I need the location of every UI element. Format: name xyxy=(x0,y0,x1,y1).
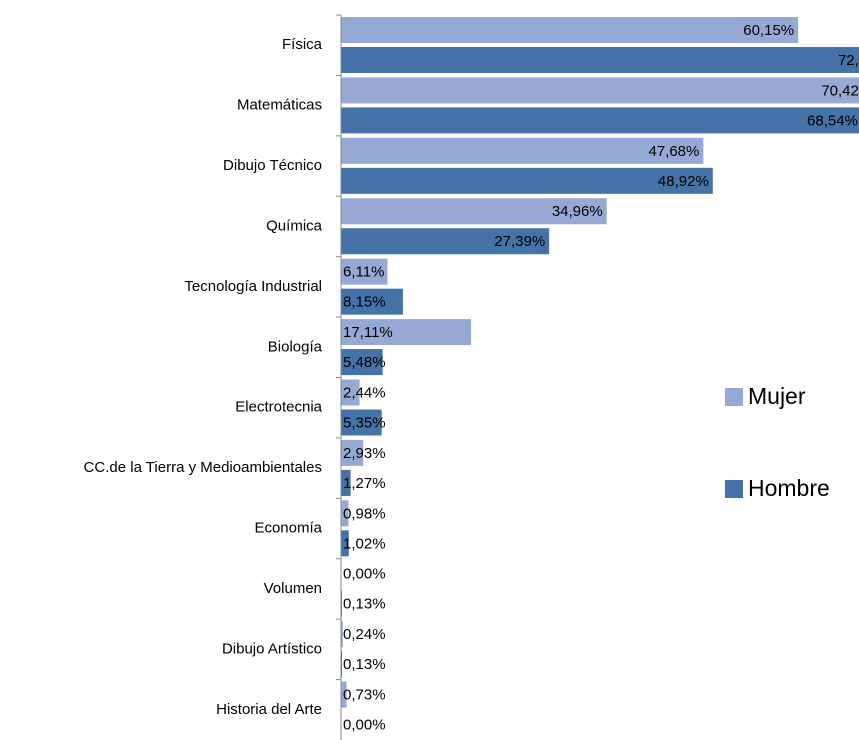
bar xyxy=(341,228,550,255)
value-label: 27,39% xyxy=(494,233,545,250)
category-label: Volumen xyxy=(264,580,322,597)
value-label: 0,13% xyxy=(343,596,386,613)
bar xyxy=(341,681,347,708)
bar xyxy=(341,500,349,527)
bar xyxy=(341,47,859,73)
value-label: 0,13% xyxy=(343,656,386,673)
value-label: 5,48% xyxy=(343,354,386,371)
bar xyxy=(341,439,364,466)
bar xyxy=(341,409,382,436)
value-label: 2,93% xyxy=(343,445,386,462)
value-label: 8,15% xyxy=(343,294,386,311)
value-label: 0,00% xyxy=(343,566,386,583)
legend-label: Hombre xyxy=(748,475,830,501)
bar xyxy=(341,288,403,315)
value-label: 0,00% xyxy=(343,717,386,734)
category-label: Economía xyxy=(254,520,322,537)
value-label: 34,96% xyxy=(552,203,603,220)
bar xyxy=(341,107,859,134)
category-label: Dibujo Técnico xyxy=(223,157,322,174)
bar xyxy=(341,379,360,406)
bar xyxy=(341,349,383,376)
legend-swatch xyxy=(725,388,743,406)
value-label: 0,24% xyxy=(343,626,386,643)
bar xyxy=(341,17,799,43)
category-label: Historia del Arte xyxy=(216,701,322,718)
bar xyxy=(341,530,349,557)
bar xyxy=(341,137,704,164)
bar xyxy=(341,258,388,285)
bar xyxy=(341,319,472,346)
value-label: 47,68% xyxy=(648,143,699,160)
bar xyxy=(341,77,859,104)
value-label: 17,11% xyxy=(343,324,393,341)
category-label: Física xyxy=(282,36,323,53)
category-label: Electrotecnia xyxy=(235,399,322,416)
category-label: Química xyxy=(266,217,323,234)
value-label: 68,54% xyxy=(807,112,858,129)
value-label: 1,27% xyxy=(343,475,386,492)
category-label: Dibujo Artístico xyxy=(222,640,322,657)
bar xyxy=(341,469,351,496)
value-label: 5,35% xyxy=(343,414,386,431)
category-label: Tecnología Industrial xyxy=(184,278,322,295)
legend-swatch xyxy=(725,480,743,498)
legend-label: Mujer xyxy=(748,383,806,409)
bar xyxy=(341,198,607,225)
value-label: 70,42% xyxy=(821,82,859,99)
category-label: CC.de la Tierra y Medioambientales xyxy=(84,459,322,476)
bar xyxy=(341,621,343,648)
value-label: 0,73% xyxy=(343,687,386,704)
value-label: 60,15% xyxy=(743,22,794,39)
value-label: 1,02% xyxy=(343,535,386,552)
value-label: 6,11% xyxy=(343,264,384,281)
bar xyxy=(341,167,713,194)
category-label: Matemáticas xyxy=(237,97,322,114)
value-label: 48,92% xyxy=(658,173,709,190)
value-label: 72,61% xyxy=(838,52,859,69)
value-label: 0,98% xyxy=(343,505,386,522)
category-label: Biología xyxy=(268,338,323,355)
value-label: 2,44% xyxy=(343,384,386,401)
